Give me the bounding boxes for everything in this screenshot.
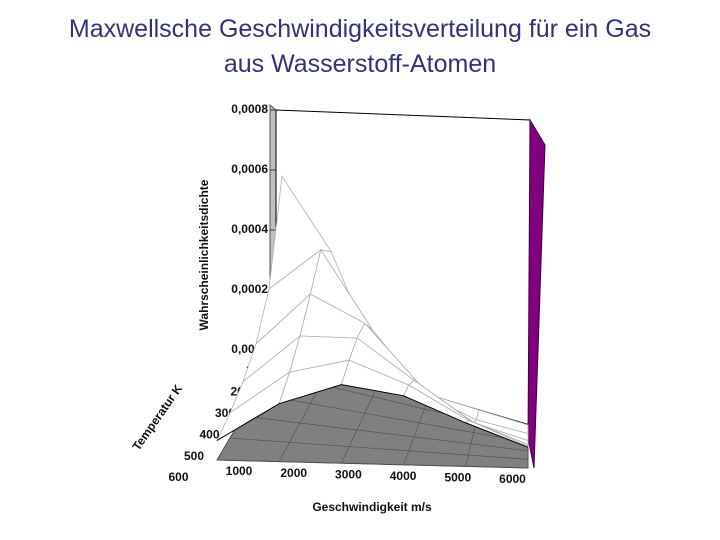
x-tick-label: 4000 [390, 469, 417, 483]
floor-grid [242, 415, 529, 452]
y-tick-label: 600 [168, 470, 188, 484]
y-tick-label: 500 [184, 449, 204, 463]
z-tick-label: 0,0002 [231, 282, 268, 296]
y-tick-label: 400 [199, 427, 219, 441]
x-tick-label: 1000 [226, 464, 253, 478]
right-wall [527, 118, 546, 469]
z-tick-label: 0,0004 [231, 222, 268, 236]
z-tick-label: 0,0006 [231, 162, 268, 176]
floor-grid [216, 459, 529, 469]
chart-title: Maxwellsche Geschwindigkeitsverteilung f… [68, 15, 652, 78]
floor-grid [341, 379, 381, 464]
x-tick-label: 2000 [280, 466, 307, 480]
z-axis-label: Wahrscheinlichkeitsdichte [197, 179, 211, 330]
floor-grid [255, 393, 529, 443]
x-axis-label: Geschwindigkeit m/s [312, 500, 432, 514]
floor-grid [229, 437, 529, 460]
y-axis-label: Temperatur K [129, 382, 185, 453]
z-tick-label: 0,0008 [231, 102, 268, 116]
floor-grid [403, 394, 430, 465]
x-tick-label: 5000 [444, 471, 471, 485]
x-tick-label: 6000 [499, 472, 526, 486]
surface-edge [216, 384, 529, 448]
x-tick-label: 3000 [335, 467, 362, 481]
